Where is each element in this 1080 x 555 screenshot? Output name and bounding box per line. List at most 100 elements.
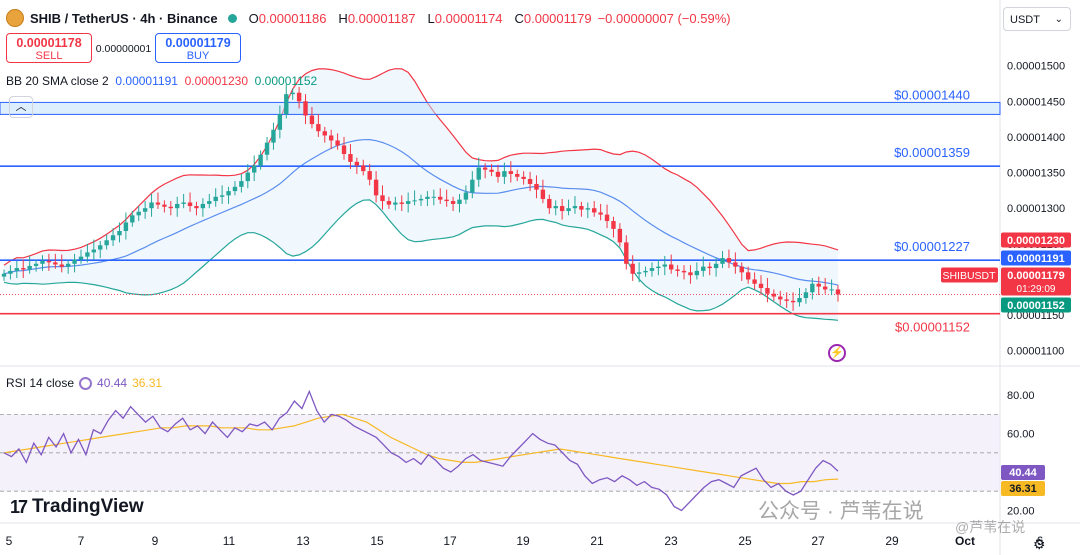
candle-body bbox=[162, 204, 167, 207]
candle-body bbox=[425, 196, 430, 199]
chevron-up-icon: ︿ bbox=[15, 101, 27, 113]
candle-body bbox=[136, 211, 141, 216]
candle-body bbox=[765, 288, 770, 294]
candle-body bbox=[194, 206, 199, 209]
price-tick-label: 0.00001300 bbox=[1007, 203, 1065, 215]
candle-body bbox=[585, 208, 590, 210]
candle-body bbox=[303, 101, 308, 116]
candle-body bbox=[130, 215, 135, 223]
candle-body bbox=[630, 263, 635, 274]
candle-body bbox=[745, 272, 751, 280]
rsi-value-tag-label: 40.44 bbox=[1009, 467, 1037, 479]
candle-body bbox=[624, 242, 629, 264]
tradingview-logo[interactable]: 17 TradingView bbox=[10, 496, 144, 518]
price-tag bbox=[1001, 267, 1071, 296]
rsi-ma-tag bbox=[1001, 481, 1045, 496]
candle-body bbox=[502, 171, 507, 177]
rsi-legend[interactable]: RSI 14 close 40.44 36.31 bbox=[6, 376, 162, 390]
rsi-value: 40.44 bbox=[97, 376, 128, 390]
candle-body bbox=[393, 202, 398, 205]
candle-body bbox=[701, 266, 706, 271]
currency-label: USDT bbox=[1010, 14, 1040, 26]
candle-body bbox=[611, 221, 616, 229]
candle-body bbox=[592, 208, 597, 213]
collapse-legend-button[interactable]: ︿ bbox=[9, 96, 33, 118]
candle-body bbox=[643, 270, 648, 273]
candle-body bbox=[27, 265, 32, 270]
candle-body bbox=[348, 154, 353, 162]
candle-body bbox=[40, 260, 45, 264]
candle-body bbox=[123, 222, 129, 231]
candle-body bbox=[470, 179, 475, 193]
candle-body bbox=[296, 92, 302, 102]
time-tick-label: 9 bbox=[152, 534, 159, 548]
flash-alert-icon[interactable]: ⚡ bbox=[828, 344, 846, 362]
candle-body bbox=[604, 214, 610, 222]
candle-body bbox=[553, 206, 558, 209]
bollinger-lower-line bbox=[3, 199, 839, 321]
candle-body bbox=[482, 167, 488, 170]
candle-body bbox=[720, 258, 725, 264]
candle-body bbox=[810, 283, 815, 293]
sell-button[interactable]: 0.00001178 SELL bbox=[6, 33, 92, 63]
time-tick-label: 15 bbox=[370, 534, 384, 548]
candle-body bbox=[444, 199, 449, 202]
candle-body bbox=[335, 140, 340, 146]
candle-body bbox=[662, 264, 667, 267]
candle-body bbox=[399, 202, 404, 204]
candle-body bbox=[207, 201, 212, 204]
candle-body bbox=[168, 206, 173, 209]
candle-body bbox=[489, 169, 494, 172]
candle-body bbox=[142, 208, 148, 212]
candle-body bbox=[822, 286, 828, 290]
shib-coin-icon bbox=[6, 9, 24, 27]
candle-body bbox=[752, 279, 757, 284]
candle-body bbox=[598, 212, 603, 215]
candle-body bbox=[412, 200, 417, 202]
candle-body bbox=[181, 202, 186, 204]
currency-selector[interactable]: USDT ⌄ bbox=[1003, 7, 1071, 31]
candle-body bbox=[316, 124, 321, 132]
bollinger-basis-value: 0.00001191 bbox=[115, 74, 178, 88]
rsi-tick-label: 60.00 bbox=[1007, 429, 1035, 441]
candle-body bbox=[59, 264, 64, 267]
high-value: 0.00001187 bbox=[347, 10, 416, 26]
settings-gear-icon[interactable]: ⚙ bbox=[1033, 536, 1046, 552]
price-tick-label: 0.00001350 bbox=[1007, 168, 1065, 180]
time-tick-label: Oct bbox=[955, 534, 975, 548]
candle-body bbox=[617, 228, 623, 243]
buy-price: 0.00001179 bbox=[165, 36, 231, 50]
time-tick-label: 29 bbox=[885, 534, 899, 548]
price-tick-label: 0.00001400 bbox=[1007, 132, 1065, 144]
open-label: O bbox=[248, 10, 259, 26]
candle-body bbox=[688, 272, 693, 276]
time-tick-label: 19 bbox=[516, 534, 530, 548]
bollinger-name: BB 20 SMA close 2 bbox=[6, 74, 109, 88]
tradingview-mark-icon: 17 bbox=[10, 496, 28, 517]
time-tick-label: 5 bbox=[6, 534, 13, 548]
bollinger-legend[interactable]: BB 20 SMA close 2 0.00001191 0.00001230 … bbox=[6, 74, 317, 88]
buy-button[interactable]: 0.00001179 BUY bbox=[155, 33, 241, 63]
close-label: C bbox=[514, 10, 524, 26]
candle-body bbox=[559, 206, 565, 212]
candle-body bbox=[309, 115, 315, 125]
candle-body bbox=[264, 142, 270, 155]
candle-body bbox=[78, 256, 84, 260]
symbol-title[interactable]: SHIB / TetherUS · 4h · Binance bbox=[30, 10, 218, 26]
price-tag-label: 0.00001152 bbox=[1007, 300, 1065, 312]
change-value: −0.00000007 (−0.59%) bbox=[597, 10, 731, 26]
candle-body bbox=[675, 269, 680, 271]
candle-body bbox=[707, 266, 712, 269]
candle-body bbox=[515, 173, 520, 177]
candle-body bbox=[200, 203, 206, 209]
candle-body bbox=[572, 206, 578, 209]
time-tick-label: 27 bbox=[811, 534, 825, 548]
candle-body bbox=[175, 203, 180, 209]
candle-body bbox=[739, 266, 744, 273]
candle-body bbox=[534, 183, 539, 190]
candle-body bbox=[797, 298, 802, 303]
candle-body bbox=[713, 263, 719, 269]
candle-body bbox=[527, 178, 533, 184]
price-tick-label: 0.00001100 bbox=[1007, 346, 1064, 358]
